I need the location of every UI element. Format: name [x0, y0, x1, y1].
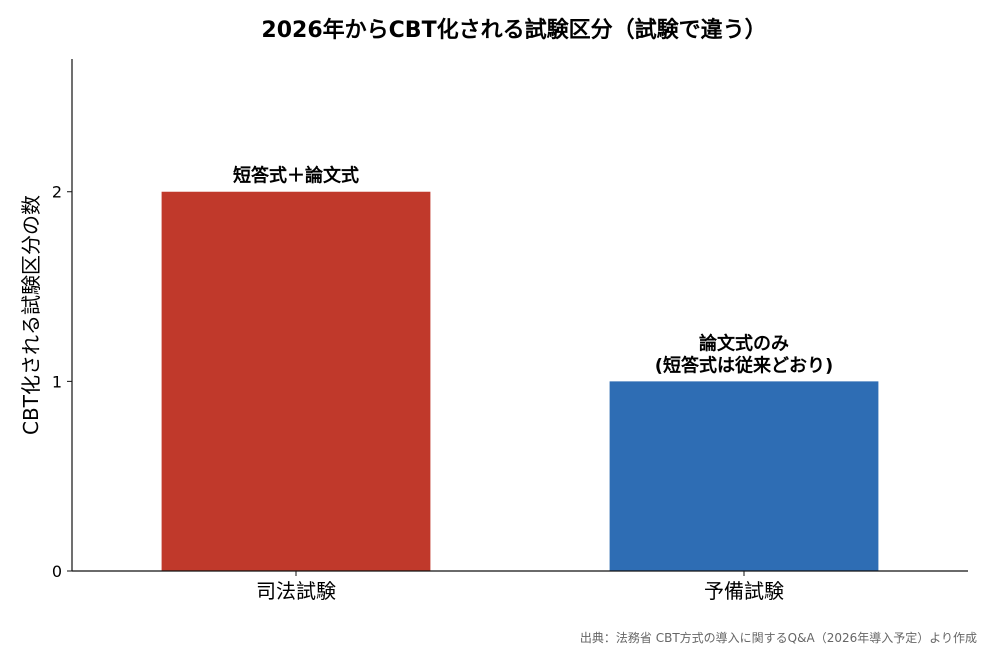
bar [609, 381, 879, 571]
data-label: 論文式のみ [699, 332, 789, 354]
y-tick-label: 2 [52, 183, 62, 202]
bar [161, 191, 431, 572]
x-tick-label: 司法試験 [256, 579, 336, 603]
data-label: (短答式は従来どおり) [655, 354, 833, 376]
x-tick-label: 予備試験 [704, 579, 784, 603]
y-axis-label: CBT化される試験区分の数 [19, 195, 43, 435]
y-tick-label: 1 [52, 372, 62, 391]
data-label: 短答式＋論文式 [233, 165, 359, 187]
chart-title: 2026年からCBT化される試験区分（試験で違う） [261, 17, 766, 43]
source-note: 出典：法務省 CBT方式の導入に関するQ&A（2026年導入予定）より作成 [580, 630, 977, 645]
y-tick-label: 0 [52, 562, 62, 581]
